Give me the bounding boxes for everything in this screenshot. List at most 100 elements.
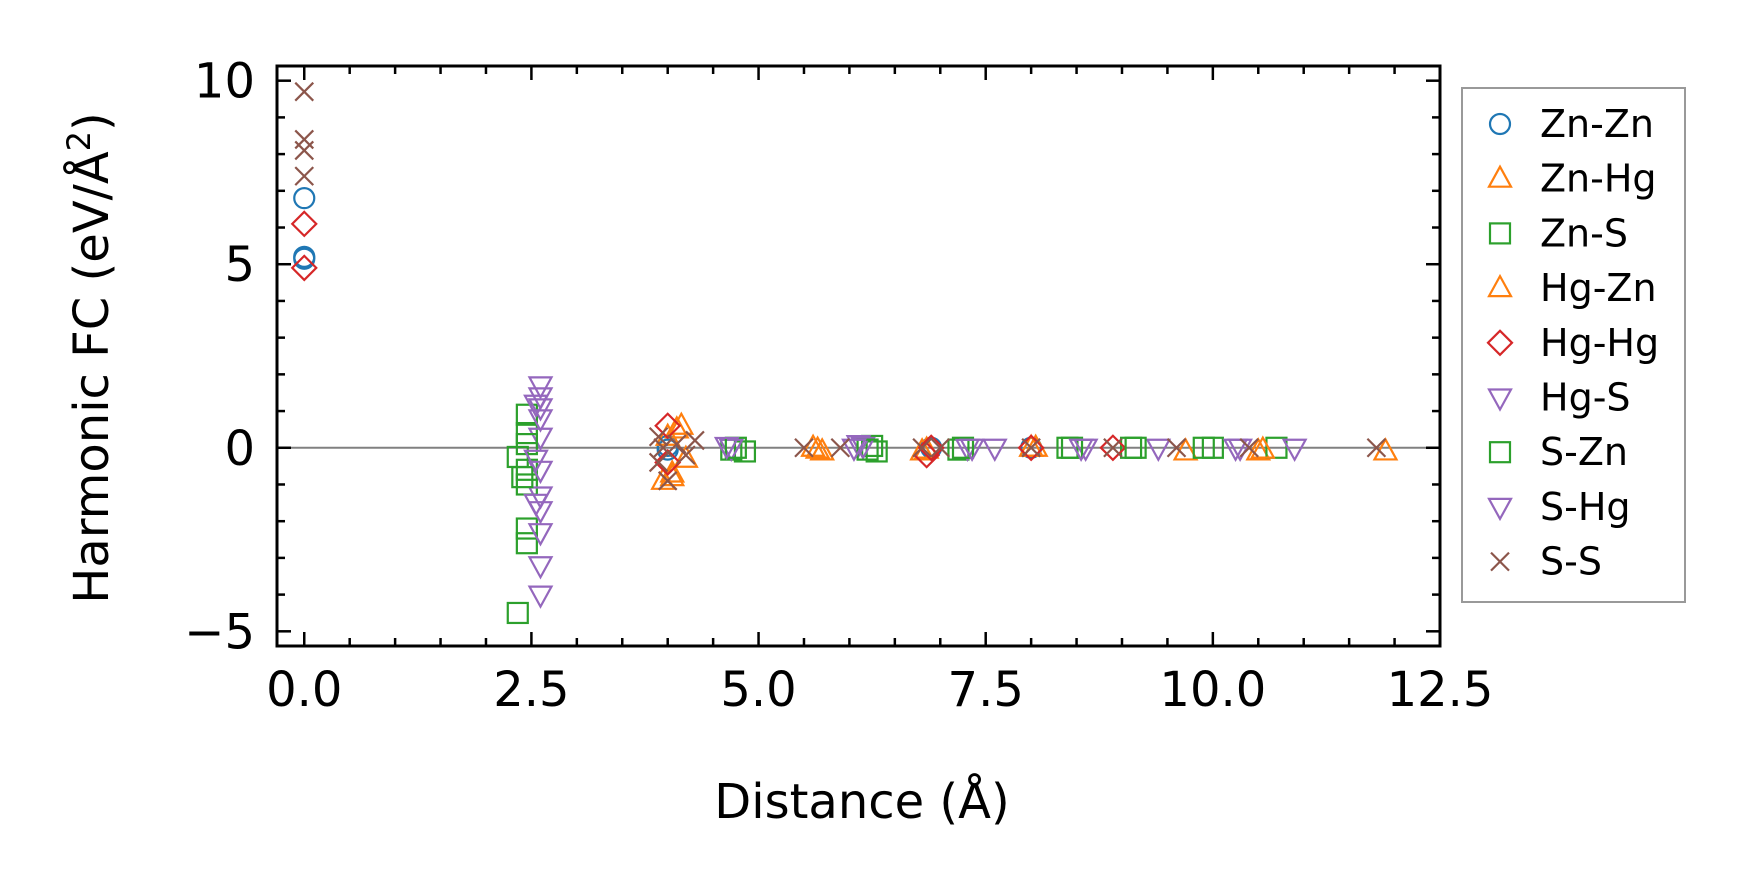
data-point: [511, 466, 534, 489]
data-point: [294, 129, 315, 150]
data-point: [930, 437, 951, 458]
series-s-zn: [511, 433, 1224, 489]
data-point: [667, 434, 687, 454]
data-point: [523, 394, 549, 419]
series-s-hg: [523, 394, 1249, 518]
series-s-s: [294, 81, 1387, 491]
data-point: [909, 437, 935, 461]
legend-label: Hg-Hg: [1540, 321, 1659, 365]
data-point: [951, 436, 975, 459]
x-tick-label: 10.0: [1159, 662, 1266, 718]
legend-item: Zn-Hg: [1487, 157, 1657, 201]
legend-label: Zn-Hg: [1540, 157, 1657, 201]
legend-item: S-Hg: [1487, 485, 1631, 529]
data-point: [713, 436, 740, 461]
data-point: [653, 437, 673, 458]
legend-label: Zn-S: [1540, 211, 1628, 255]
x-tick-label: 12.5: [1387, 662, 1494, 718]
data-point: [1068, 438, 1094, 463]
plot-area: [277, 81, 1440, 625]
axes: 0.0 2.5 5.0 7.5 10.0 12.5 −5 0 5 10: [184, 54, 1493, 718]
data-point: [294, 166, 315, 186]
data-point: [1239, 437, 1259, 458]
legend-marker: [1487, 497, 1513, 522]
x-tick-label: 7.5: [948, 662, 1024, 718]
x-stroke: [653, 437, 673, 458]
x-stroke: [930, 437, 951, 458]
data-point: [648, 426, 669, 447]
legend-label: S-Zn: [1540, 430, 1628, 474]
plot-frame: [275, 64, 1442, 648]
legend-marker: [1488, 441, 1512, 464]
y-tick-label: 5: [224, 237, 255, 293]
data-point: [856, 438, 879, 461]
data-point: [845, 435, 872, 459]
data-point: [656, 438, 679, 461]
data-point: [1060, 436, 1084, 459]
legend-marker: [1490, 551, 1510, 572]
x-stroke: [648, 452, 669, 473]
data-point: [841, 438, 867, 463]
x-tick-label: 2.5: [493, 662, 569, 718]
legend-label: Hg-S: [1540, 376, 1631, 420]
legend-item: Hg-Hg: [1486, 321, 1659, 365]
data-point: [830, 437, 851, 458]
data-point: [1372, 437, 1399, 461]
x-stroke: [1366, 437, 1387, 458]
data-point: [1145, 438, 1172, 463]
data-point: [676, 445, 696, 465]
x-stroke: [667, 434, 687, 454]
legend-label: S-S: [1540, 540, 1602, 584]
data-point: [1265, 436, 1288, 459]
x-tick-label: 5.0: [720, 662, 796, 718]
data-point: [515, 532, 538, 555]
data-point: [917, 434, 945, 462]
data-point: [1245, 437, 1272, 461]
data-point: [1222, 438, 1249, 463]
data-point: [1166, 437, 1187, 458]
data-point: [668, 411, 695, 435]
data-point: [515, 473, 538, 496]
x-stroke: [294, 140, 315, 161]
data-point: [912, 437, 932, 458]
legend-marker: [1487, 273, 1513, 298]
data-point: [527, 556, 554, 580]
legend-label: Hg-Zn: [1540, 266, 1657, 310]
x-stroke: [676, 445, 696, 465]
y-tick-label: 0: [224, 421, 255, 477]
data-point: [506, 601, 529, 625]
data-point: [294, 140, 315, 161]
legend-marker: [1487, 164, 1513, 188]
y-axis-title-sup: 2: [60, 131, 98, 151]
data-point: [1281, 438, 1308, 463]
series-zn-zn: [293, 187, 1043, 461]
y-axis-title-main: Harmonic FC (eV/Å: [63, 151, 120, 604]
data-point: [673, 444, 699, 468]
data-point: [663, 415, 690, 439]
data-point: [294, 81, 315, 102]
x-stroke: [294, 81, 315, 102]
data-point: [1021, 437, 1041, 458]
x-stroke: [1103, 437, 1123, 458]
data-point: [1124, 436, 1147, 459]
x-stroke: [912, 437, 932, 458]
series-hg-hg: [290, 210, 1127, 477]
data-point: [293, 247, 316, 270]
data-point: [523, 449, 549, 474]
data-point: [1201, 436, 1224, 459]
data-point: [657, 471, 678, 491]
x-stroke: [657, 471, 678, 491]
series-hg-s: [527, 376, 1308, 609]
data-point: [959, 438, 985, 463]
legend-marker: [1488, 222, 1512, 245]
data-point: [794, 437, 814, 458]
legend-item: Zn-Zn: [1488, 102, 1654, 146]
data-point: [981, 438, 1008, 463]
x-stroke: [1166, 437, 1187, 458]
data-point: [1103, 437, 1123, 458]
x-stroke: [1239, 437, 1259, 458]
data-point: [648, 452, 669, 473]
data-point: [654, 448, 682, 477]
